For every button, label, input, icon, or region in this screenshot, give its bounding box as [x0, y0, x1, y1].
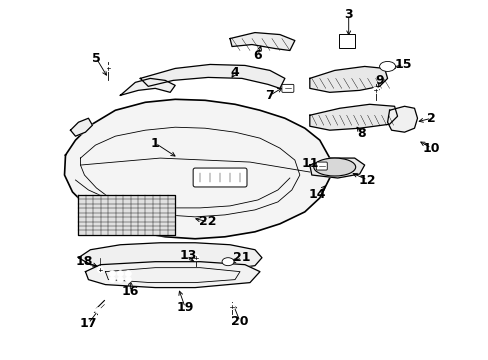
FancyBboxPatch shape	[193, 168, 246, 187]
Text: 21: 21	[233, 251, 250, 264]
Circle shape	[372, 87, 378, 93]
Circle shape	[105, 66, 111, 71]
Text: 8: 8	[357, 127, 365, 140]
Text: 13: 13	[179, 249, 197, 262]
Text: 3: 3	[344, 8, 352, 21]
Polygon shape	[120, 78, 175, 95]
Polygon shape	[309, 104, 397, 130]
Text: 10: 10	[422, 141, 439, 155]
FancyBboxPatch shape	[281, 84, 293, 92]
Text: 9: 9	[374, 74, 383, 87]
Text: 12: 12	[358, 174, 376, 186]
Polygon shape	[85, 262, 260, 288]
Polygon shape	[70, 118, 92, 136]
Text: 4: 4	[230, 66, 239, 79]
Ellipse shape	[313, 158, 355, 176]
Circle shape	[117, 271, 123, 276]
Polygon shape	[309, 158, 364, 178]
Circle shape	[109, 276, 115, 283]
Text: 5: 5	[92, 52, 101, 65]
Polygon shape	[64, 99, 329, 239]
Text: 20: 20	[231, 315, 248, 328]
Polygon shape	[140, 64, 285, 88]
Text: 11: 11	[301, 157, 318, 170]
Circle shape	[193, 255, 199, 261]
Circle shape	[95, 307, 101, 314]
Polygon shape	[78, 243, 262, 272]
Text: 2: 2	[426, 112, 435, 125]
Text: 19: 19	[176, 301, 193, 314]
Text: 1: 1	[151, 137, 159, 150]
FancyBboxPatch shape	[316, 162, 326, 170]
Text: 17: 17	[80, 317, 97, 330]
Circle shape	[125, 271, 131, 276]
Text: 15: 15	[394, 58, 411, 71]
Text: 18: 18	[76, 255, 93, 268]
Text: 6: 6	[253, 49, 262, 62]
Circle shape	[97, 267, 103, 273]
Text: 16: 16	[122, 285, 139, 298]
Circle shape	[109, 271, 115, 276]
Circle shape	[228, 303, 235, 310]
Polygon shape	[387, 106, 417, 132]
Text: 14: 14	[308, 188, 326, 202]
Text: 22: 22	[199, 215, 216, 228]
Ellipse shape	[379, 62, 395, 71]
FancyBboxPatch shape	[338, 33, 354, 48]
Text: 7: 7	[265, 89, 274, 102]
Circle shape	[125, 276, 131, 283]
Polygon shape	[78, 195, 175, 235]
Ellipse shape	[222, 258, 234, 266]
Polygon shape	[309, 67, 387, 92]
Circle shape	[117, 276, 123, 283]
Polygon shape	[229, 32, 294, 50]
